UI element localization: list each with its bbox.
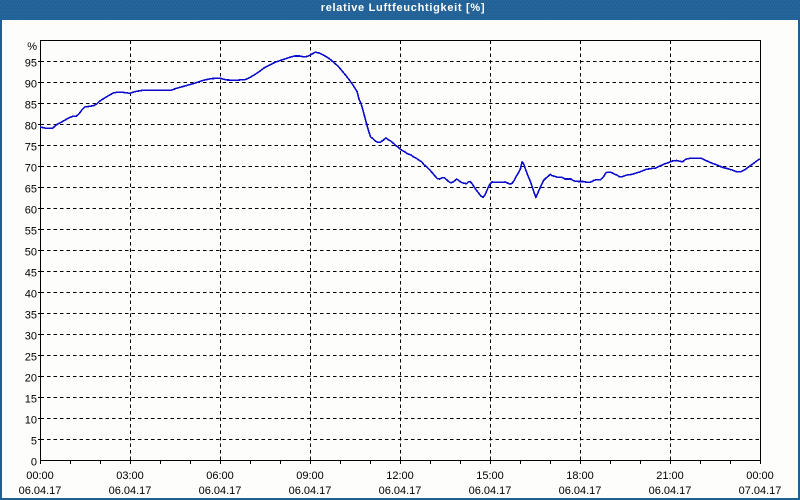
svg-text:75: 75 — [25, 142, 37, 154]
svg-text:15: 15 — [25, 394, 37, 406]
svg-text:45: 45 — [25, 268, 37, 280]
svg-text:21:00: 21:00 — [656, 470, 684, 482]
svg-text:03:00: 03:00 — [116, 470, 144, 482]
svg-text:06.04.17: 06.04.17 — [649, 485, 692, 497]
svg-text:20: 20 — [25, 373, 37, 385]
svg-text:06.04.17: 06.04.17 — [469, 485, 512, 497]
svg-text:95: 95 — [25, 58, 37, 70]
svg-text:10: 10 — [25, 415, 37, 427]
svg-text:07.04.17: 07.04.17 — [739, 485, 782, 497]
svg-text:65: 65 — [25, 184, 37, 196]
svg-text:55: 55 — [25, 226, 37, 238]
svg-text:35: 35 — [25, 310, 37, 322]
svg-text:40: 40 — [25, 289, 37, 301]
svg-text:18:00: 18:00 — [566, 470, 594, 482]
svg-text:70: 70 — [25, 163, 37, 175]
svg-text:50: 50 — [25, 247, 37, 259]
svg-text:0: 0 — [31, 457, 37, 469]
svg-text:09:00: 09:00 — [296, 470, 324, 482]
svg-text:00:00: 00:00 — [746, 470, 774, 482]
svg-text:06.04.17: 06.04.17 — [199, 485, 242, 497]
svg-text:06:00: 06:00 — [206, 470, 234, 482]
svg-text:06.04.17: 06.04.17 — [289, 485, 332, 497]
svg-text:60: 60 — [25, 205, 37, 217]
svg-text:5: 5 — [31, 436, 37, 448]
svg-text:90: 90 — [25, 79, 37, 91]
svg-text:06.04.17: 06.04.17 — [559, 485, 602, 497]
svg-text:06.04.17: 06.04.17 — [379, 485, 422, 497]
svg-text:30: 30 — [25, 331, 37, 343]
svg-text:80: 80 — [25, 121, 37, 133]
svg-text:15:00: 15:00 — [476, 470, 504, 482]
svg-text:12:00: 12:00 — [386, 470, 414, 482]
svg-text:06.04.17: 06.04.17 — [19, 485, 62, 497]
svg-text:00:00: 00:00 — [26, 470, 54, 482]
svg-text:%: % — [27, 41, 37, 53]
svg-text:06.04.17: 06.04.17 — [109, 485, 152, 497]
svg-text:85: 85 — [25, 100, 37, 112]
svg-text:25: 25 — [25, 352, 37, 364]
